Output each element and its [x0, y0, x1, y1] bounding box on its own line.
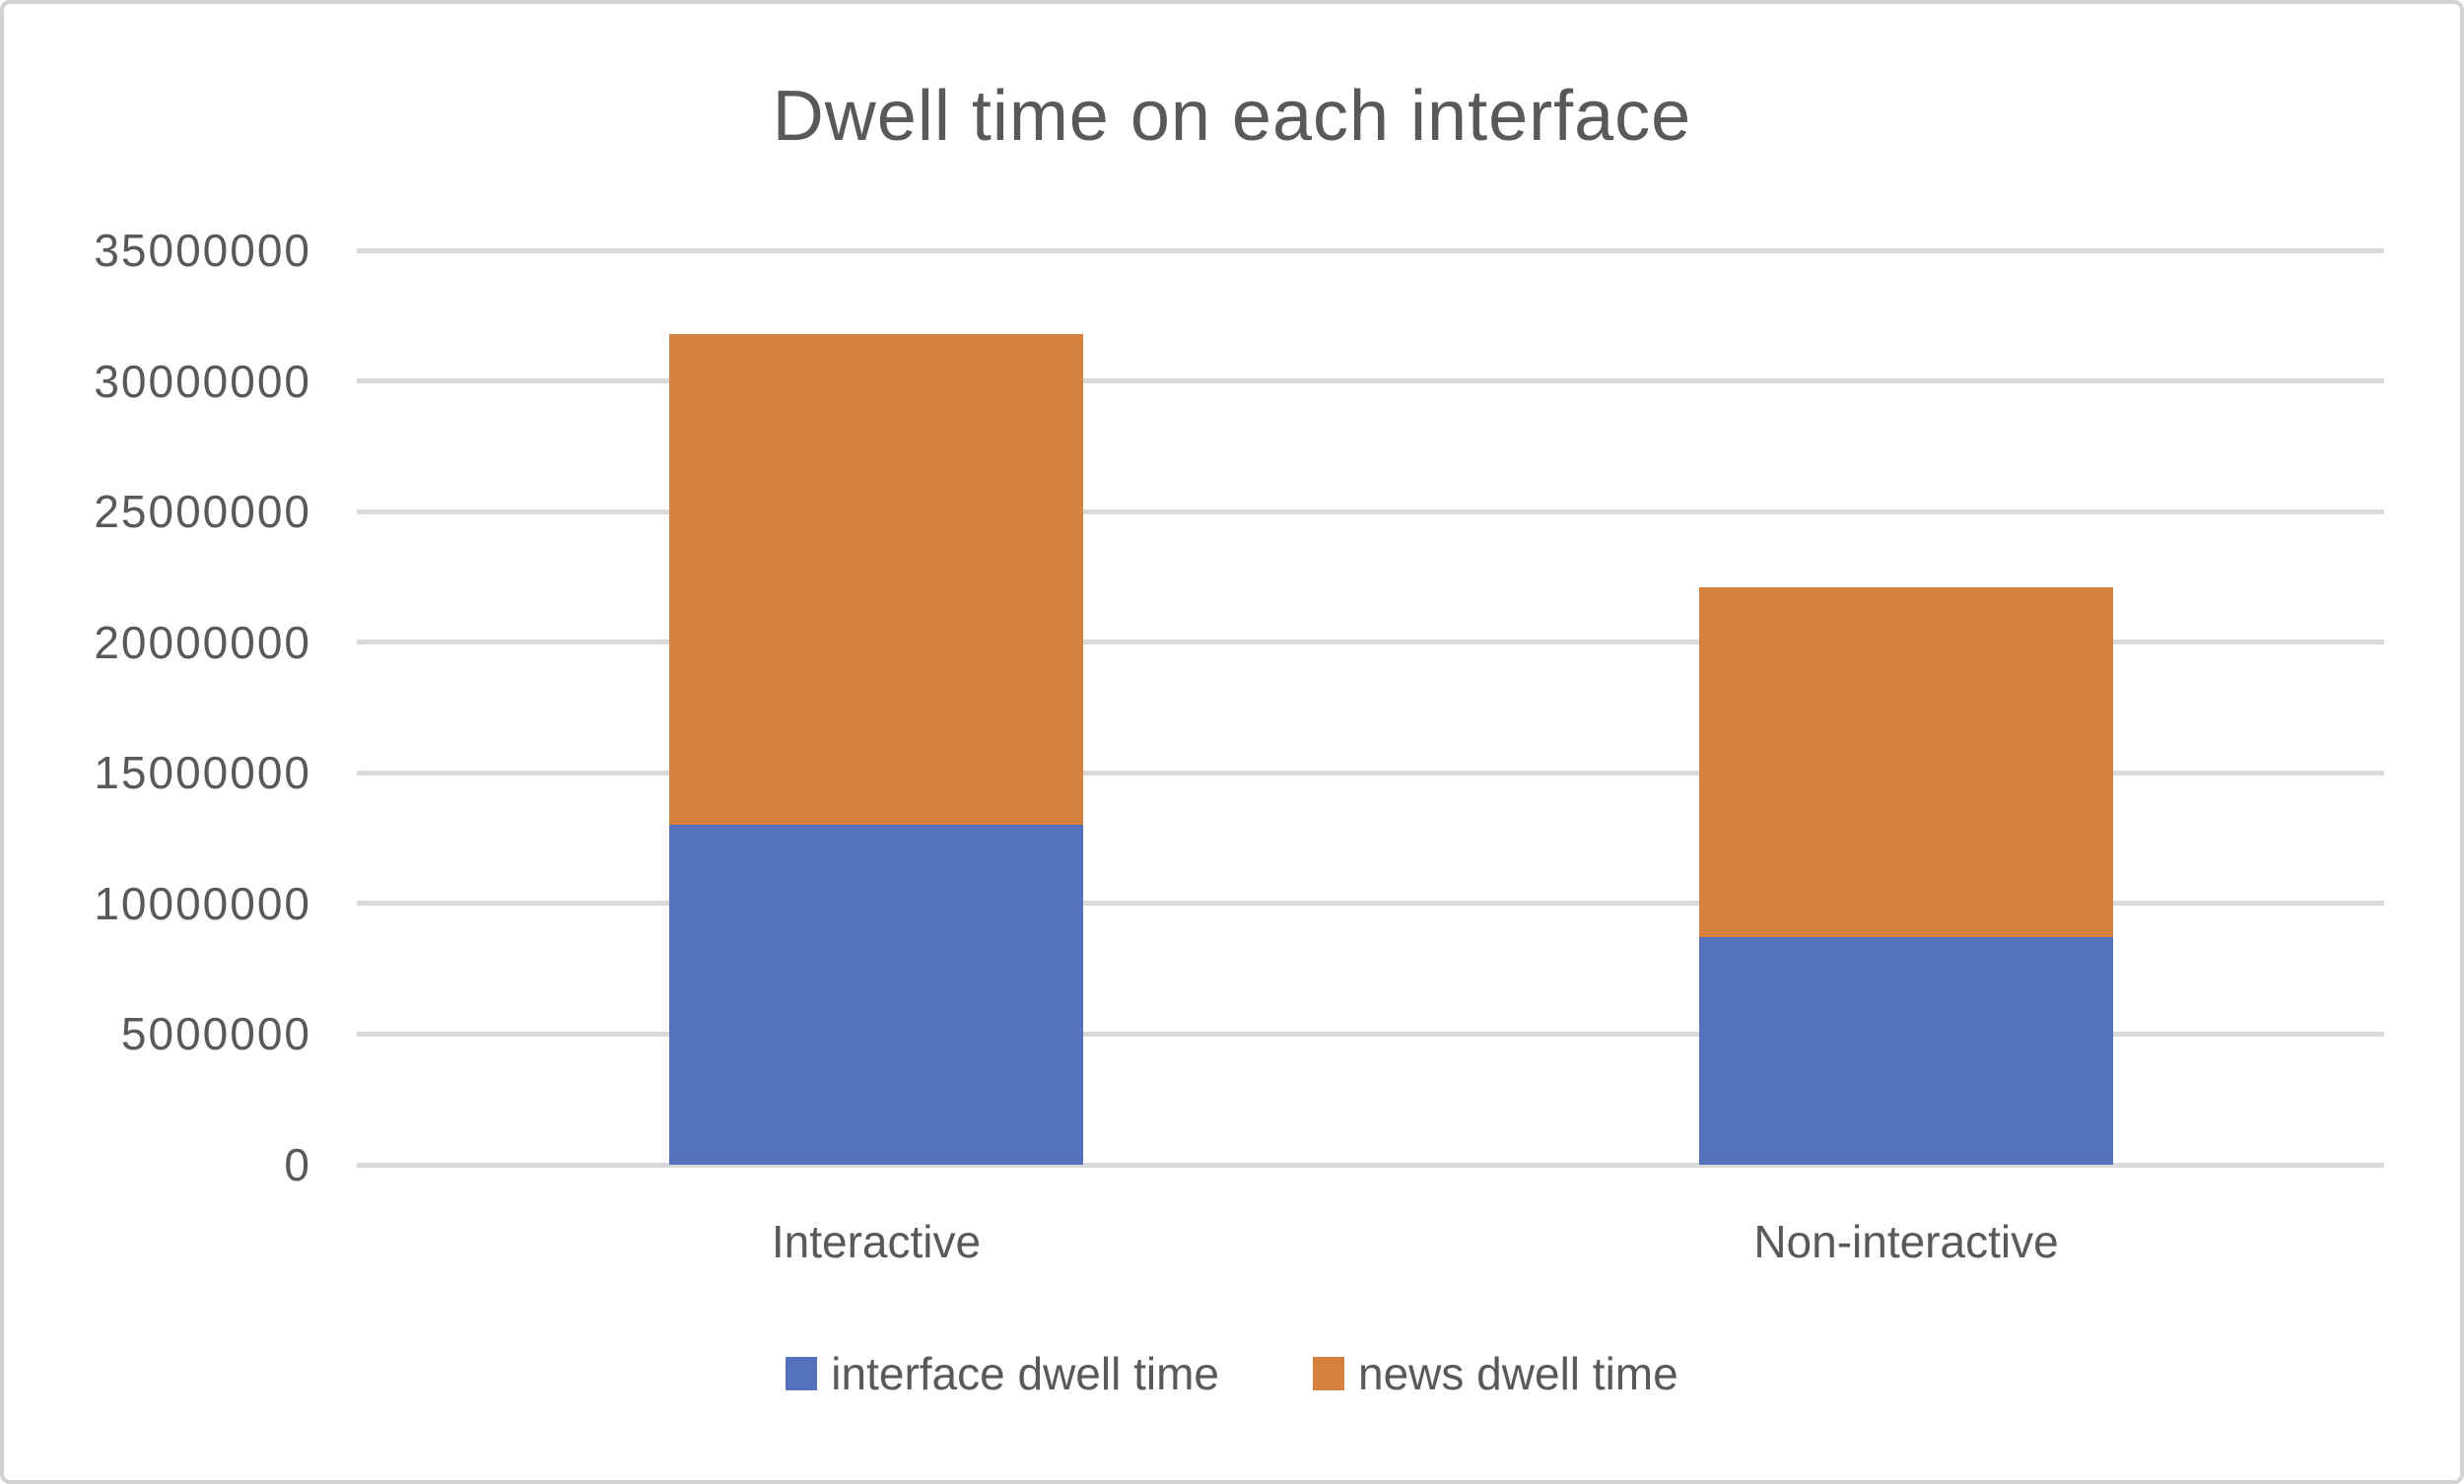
bar-segment-news-dwell-time-non-interactive [1699, 587, 2113, 938]
y-axis-tick-label: 20000000 [94, 616, 311, 668]
legend-label: interface dwell time [831, 1348, 1220, 1399]
y-axis-tick-label: 35000000 [94, 225, 311, 276]
y-axis-tick-label: 30000000 [94, 355, 311, 407]
y-axis-tick-label: 10000000 [94, 877, 311, 929]
plot-area: 0 5000000 10000000 15000000 20000000 25000000… [4, 4, 2460, 1480]
y-axis-tick-label: 25000000 [94, 486, 311, 538]
gridline-10000000 [357, 901, 2384, 907]
gridline-25000000 [357, 508, 2384, 514]
gridline-30000000 [357, 378, 2384, 384]
y-axis-tick-label: 15000000 [94, 747, 311, 799]
gridline-20000000 [357, 640, 2384, 645]
chart-title: Dwell time on each interface [772, 77, 1692, 156]
bar-segment-news-dwell-time-interactive [669, 333, 1083, 826]
y-axis-tick-label: 0 [284, 1139, 311, 1190]
x-axis-category-label-non-interactive: Non-interactive [1753, 1216, 2059, 1267]
legend-item-interface-dwell-time: interface dwell time [786, 1348, 1219, 1399]
bar-segment-interface-dwell-time-non-interactive [1699, 937, 2113, 1165]
bar-segment-interface-dwell-time-interactive [669, 825, 1083, 1165]
x-axis-category-label-interactive: Interactive [771, 1216, 982, 1267]
legend-swatch-news-dwell-time [1313, 1357, 1345, 1390]
legend-swatch-interface-dwell-time [786, 1357, 818, 1390]
gridline-0 [357, 1162, 2384, 1168]
y-axis-tick-label: 5000000 [120, 1008, 311, 1060]
legend: interface dwell time news dwell time [4, 1348, 2460, 1399]
gridline-35000000 [357, 247, 2384, 253]
legend-label: news dwell time [1358, 1348, 1678, 1399]
gridline-5000000 [357, 1031, 2384, 1037]
legend-item-news-dwell-time: news dwell time [1313, 1348, 1678, 1399]
gridline-15000000 [357, 770, 2384, 776]
